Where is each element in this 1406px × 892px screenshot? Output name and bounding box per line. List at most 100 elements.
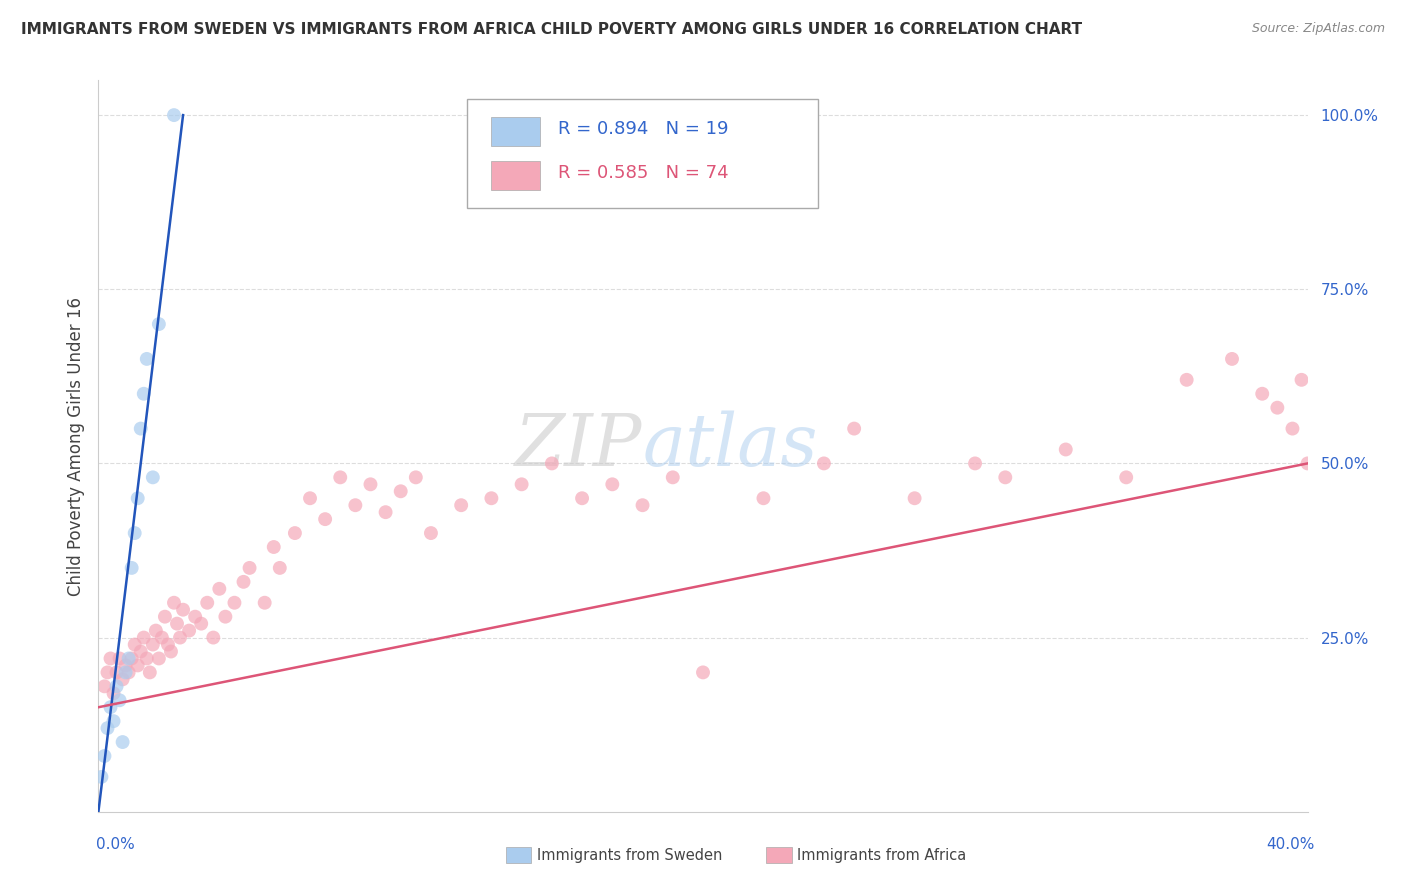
Point — [1281, 421, 1303, 435]
Point — [108, 651, 131, 665]
Point — [269, 561, 291, 575]
Text: atlas: atlas — [643, 410, 818, 482]
Point — [420, 526, 443, 541]
Point — [96, 721, 118, 735]
Point — [190, 616, 212, 631]
Point — [172, 603, 194, 617]
Point — [129, 644, 152, 658]
Point — [1291, 373, 1313, 387]
Point — [1115, 470, 1137, 484]
Point — [114, 658, 136, 673]
Point — [284, 526, 307, 541]
Point — [166, 616, 188, 631]
Point — [93, 749, 115, 764]
Point — [965, 457, 987, 471]
Point — [329, 470, 352, 484]
Text: IMMIGRANTS FROM SWEDEN VS IMMIGRANTS FROM AFRICA CHILD POVERTY AMONG GIRLS UNDER: IMMIGRANTS FROM SWEDEN VS IMMIGRANTS FRO… — [21, 22, 1083, 37]
Text: ZIP: ZIP — [515, 410, 643, 482]
Point — [153, 609, 176, 624]
Point — [142, 470, 165, 484]
Point — [179, 624, 201, 638]
Point — [148, 651, 170, 665]
Point — [214, 609, 236, 624]
Point — [90, 770, 112, 784]
Point — [135, 651, 157, 665]
Point — [127, 658, 149, 673]
Point — [114, 665, 136, 680]
Point — [111, 735, 134, 749]
Point — [263, 540, 285, 554]
Point — [100, 651, 122, 665]
Point — [232, 574, 254, 589]
Point — [139, 665, 162, 680]
Point — [96, 665, 118, 680]
Point — [994, 470, 1017, 484]
Point — [103, 714, 125, 728]
Bar — [492, 161, 540, 190]
Point — [450, 498, 472, 512]
Point — [631, 498, 654, 512]
Point — [121, 561, 143, 575]
FancyBboxPatch shape — [467, 99, 818, 209]
Point — [105, 679, 128, 693]
Point — [224, 596, 246, 610]
Point — [129, 421, 152, 435]
Point — [844, 421, 866, 435]
Point — [752, 491, 775, 506]
Point — [160, 644, 183, 658]
Point — [118, 665, 141, 680]
Point — [405, 470, 427, 484]
Point — [1220, 351, 1243, 366]
Point — [314, 512, 336, 526]
Point — [132, 631, 155, 645]
Point — [253, 596, 276, 610]
Text: 40.0%: 40.0% — [1267, 837, 1315, 852]
Y-axis label: Child Poverty Among Girls Under 16: Child Poverty Among Girls Under 16 — [66, 296, 84, 596]
Point — [208, 582, 231, 596]
Point — [1175, 373, 1198, 387]
Point — [374, 505, 396, 519]
Bar — [492, 117, 540, 146]
Point — [127, 491, 149, 506]
Point — [571, 491, 593, 506]
Point — [481, 491, 503, 506]
Text: Immigrants from Sweden: Immigrants from Sweden — [537, 848, 723, 863]
Point — [904, 491, 927, 506]
Text: 0.0%: 0.0% — [96, 837, 135, 852]
Point — [184, 609, 207, 624]
Point — [111, 673, 134, 687]
Point — [661, 470, 683, 484]
Point — [124, 526, 146, 541]
Point — [169, 631, 191, 645]
Point — [142, 638, 165, 652]
Point — [360, 477, 382, 491]
Point — [108, 693, 131, 707]
Point — [389, 484, 412, 499]
Point — [299, 491, 322, 506]
Point — [1296, 457, 1319, 471]
Point — [813, 457, 835, 471]
Text: R = 0.894   N = 19: R = 0.894 N = 19 — [558, 120, 728, 138]
Point — [105, 665, 128, 680]
Point — [510, 477, 533, 491]
Text: Immigrants from Africa: Immigrants from Africa — [797, 848, 966, 863]
Point — [118, 651, 141, 665]
Point — [93, 679, 115, 693]
Point — [202, 631, 225, 645]
Point — [540, 457, 562, 471]
Point — [103, 686, 125, 700]
Point — [150, 631, 173, 645]
Text: Source: ZipAtlas.com: Source: ZipAtlas.com — [1251, 22, 1385, 36]
Point — [344, 498, 367, 512]
Point — [121, 651, 143, 665]
Point — [195, 596, 218, 610]
Point — [156, 638, 179, 652]
Point — [163, 596, 186, 610]
Point — [692, 665, 714, 680]
Point — [602, 477, 624, 491]
Point — [132, 386, 155, 401]
Point — [100, 700, 122, 714]
Point — [239, 561, 262, 575]
Point — [1054, 442, 1077, 457]
Point — [148, 317, 170, 331]
